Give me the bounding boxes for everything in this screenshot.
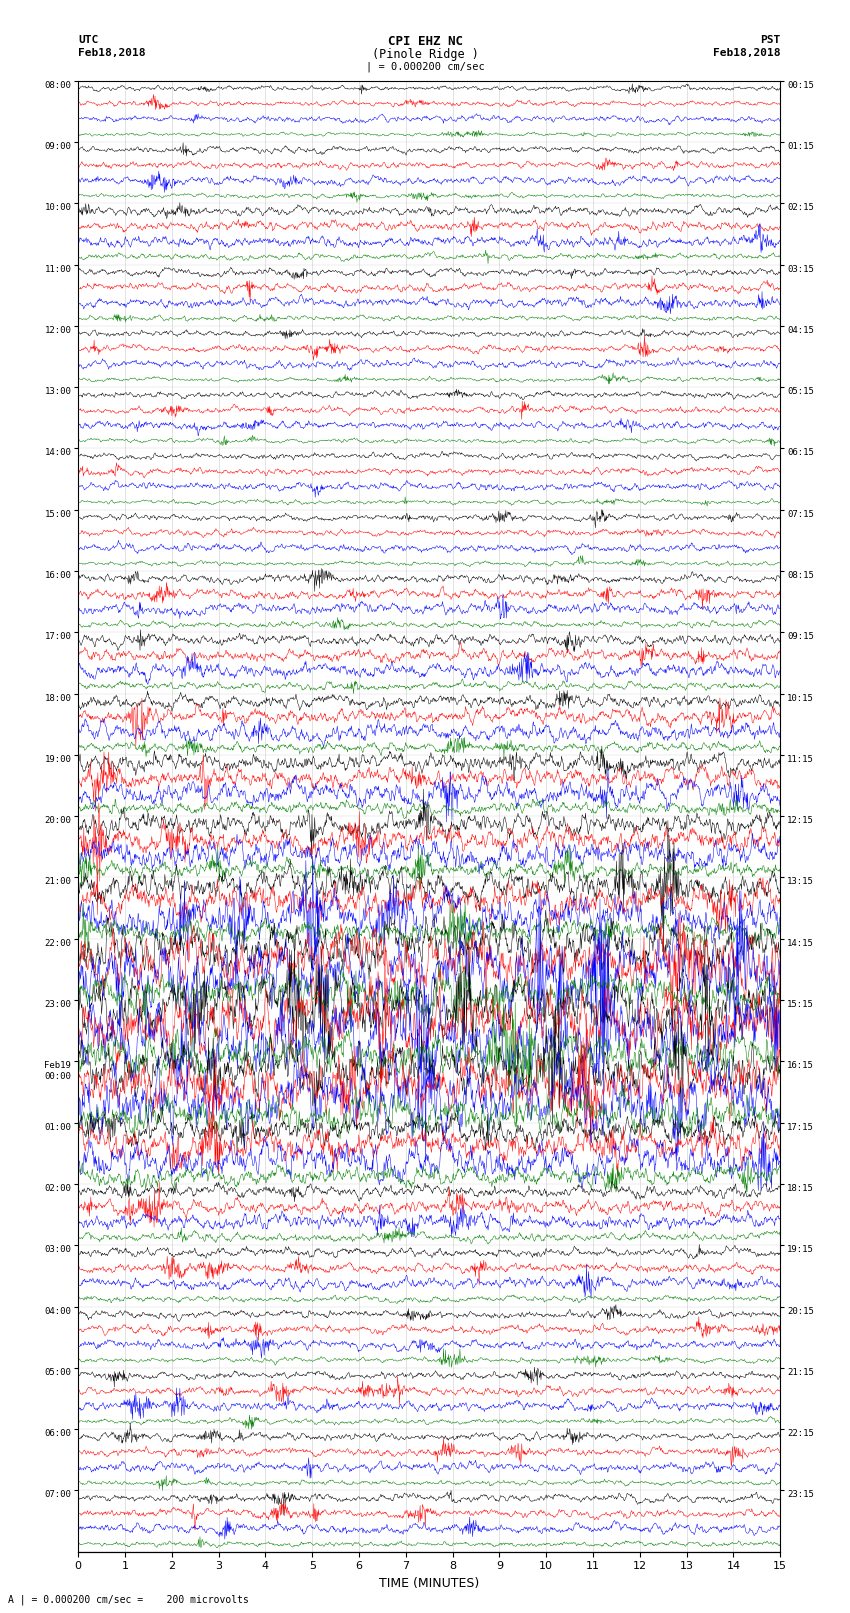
Text: CPI EHZ NC: CPI EHZ NC bbox=[388, 35, 462, 48]
Text: | = 0.000200 cm/sec: | = 0.000200 cm/sec bbox=[366, 61, 484, 73]
Text: UTC: UTC bbox=[78, 35, 99, 45]
Text: Feb18,2018: Feb18,2018 bbox=[78, 48, 145, 58]
Text: A | = 0.000200 cm/sec =    200 microvolts: A | = 0.000200 cm/sec = 200 microvolts bbox=[8, 1594, 249, 1605]
X-axis label: TIME (MINUTES): TIME (MINUTES) bbox=[379, 1578, 479, 1590]
Text: (Pinole Ridge ): (Pinole Ridge ) bbox=[371, 48, 479, 61]
Text: Feb18,2018: Feb18,2018 bbox=[713, 48, 780, 58]
Text: PST: PST bbox=[760, 35, 780, 45]
